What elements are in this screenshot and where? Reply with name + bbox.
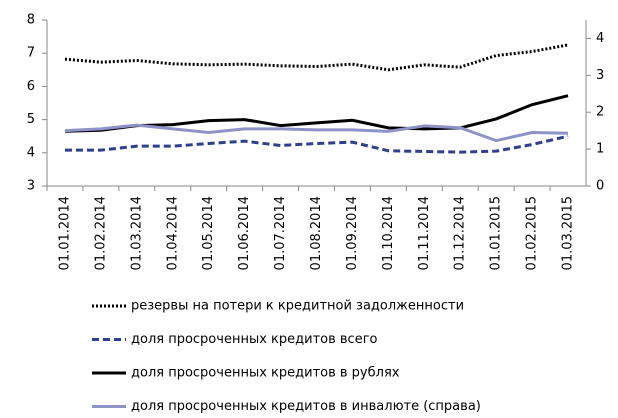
x-tick-label: 01.02.2014: [93, 196, 108, 270]
x-tick-label: 01.08.2014: [309, 196, 324, 270]
x-tick-label: 01.01.2014: [57, 196, 72, 270]
x-tick-label: 01.02.2015: [525, 196, 540, 270]
y-tick-label: 5: [27, 112, 35, 127]
x-tick-label: 01.11.2014: [417, 196, 432, 270]
x-tick-label: 01.01.2015: [489, 196, 504, 270]
y-tick-label: 3: [27, 179, 35, 194]
legend-label: доля просроченных кредитов в рублях: [131, 366, 400, 381]
y2-tick-label: 3: [596, 68, 604, 83]
x-tick-label: 01.12.2014: [453, 196, 468, 270]
x-tick-label: 01.10.2014: [381, 196, 396, 270]
y2-tick-label: 0: [596, 179, 604, 194]
x-tick-label: 01.09.2014: [345, 196, 360, 270]
legend-label: резервы на потери к кредитной задолженно…: [131, 299, 464, 314]
y2-tick-label: 2: [596, 105, 604, 120]
x-tick-label: 01.03.2014: [129, 196, 144, 270]
series-line: [64, 43, 569, 72]
x-tick-label: 01.07.2014: [273, 196, 288, 270]
x-tick-label: 01.05.2014: [201, 196, 216, 270]
legend-label: доля просроченных кредитов в инвалюте (с…: [131, 399, 481, 414]
legend-label: доля просроченных кредитов всего: [131, 332, 378, 347]
x-tick-label: 01.04.2014: [165, 196, 180, 270]
y2-tick-label: 1: [596, 142, 604, 157]
series-line: [64, 123, 569, 143]
y-tick-label: 4: [27, 145, 35, 160]
y-tick-label: 8: [27, 13, 35, 28]
series-line: [64, 134, 569, 154]
x-tick-label: 01.06.2014: [237, 196, 252, 270]
y2-tick-label: 4: [596, 31, 604, 46]
y-tick-label: 7: [27, 46, 35, 61]
y-tick-label: 6: [27, 79, 35, 94]
x-tick-label: 01.03.2015: [561, 196, 576, 270]
